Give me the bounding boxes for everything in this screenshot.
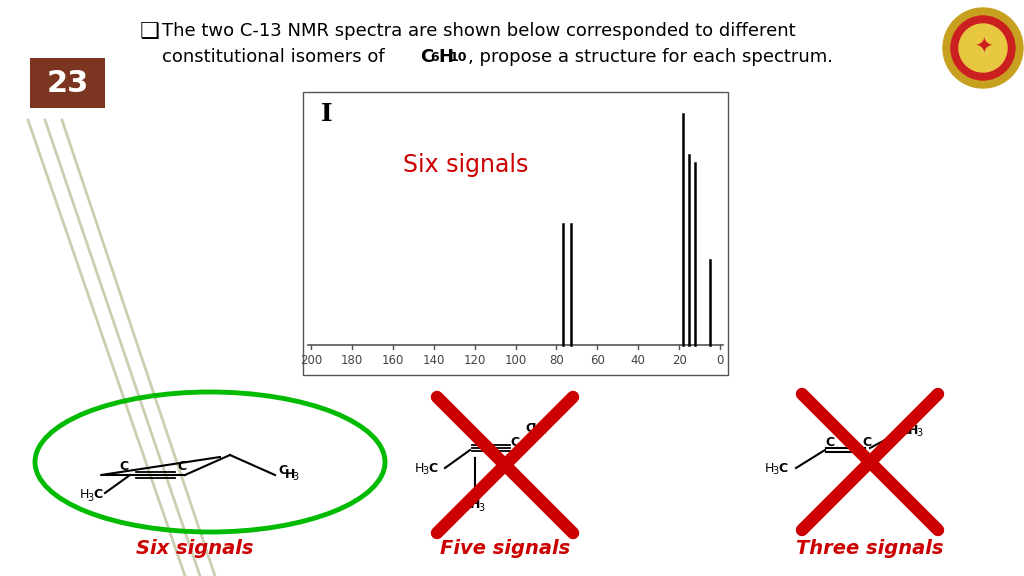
Circle shape: [959, 24, 1007, 72]
Text: Five signals: Five signals: [440, 539, 570, 558]
Text: C: C: [525, 422, 535, 434]
Text: H: H: [765, 461, 774, 475]
Text: , propose a structure for each spectrum.: , propose a structure for each spectrum.: [468, 48, 833, 66]
Text: C: C: [177, 460, 186, 473]
Text: 23: 23: [46, 69, 89, 97]
Text: 120: 120: [464, 354, 485, 367]
Text: C: C: [473, 435, 482, 449]
Text: C: C: [510, 435, 519, 449]
Text: 6: 6: [430, 51, 438, 64]
Text: 3: 3: [916, 428, 923, 438]
Text: 80: 80: [549, 354, 564, 367]
Text: Three signals: Three signals: [797, 539, 944, 558]
Text: 3: 3: [292, 472, 298, 482]
Text: 140: 140: [423, 354, 444, 367]
Text: H: H: [908, 423, 919, 437]
Text: C: C: [119, 460, 128, 473]
Text: C: C: [825, 435, 835, 449]
Text: 10: 10: [450, 51, 468, 64]
Text: 200: 200: [300, 354, 323, 367]
Text: C: C: [420, 48, 433, 66]
Text: Six signals: Six signals: [136, 539, 254, 558]
Text: C: C: [778, 461, 787, 475]
Text: constitutional isomers of: constitutional isomers of: [162, 48, 390, 66]
Text: C: C: [462, 498, 471, 511]
Text: C: C: [900, 423, 909, 437]
Text: 0: 0: [717, 354, 724, 367]
Text: The two C-13 NMR spectra are shown below corresponded to different: The two C-13 NMR spectra are shown below…: [162, 22, 796, 40]
Text: C: C: [278, 464, 287, 478]
Circle shape: [943, 8, 1023, 88]
Text: ❑: ❑: [140, 22, 160, 42]
Text: H: H: [438, 48, 453, 66]
Text: 100: 100: [505, 354, 526, 367]
FancyBboxPatch shape: [303, 92, 728, 375]
Text: 60: 60: [590, 354, 605, 367]
Text: H: H: [80, 488, 89, 502]
Text: 3: 3: [540, 426, 546, 436]
Text: C: C: [862, 435, 871, 449]
Text: 3: 3: [87, 493, 93, 503]
FancyBboxPatch shape: [30, 58, 105, 108]
Text: C: C: [428, 461, 437, 475]
Text: H: H: [470, 498, 480, 511]
Text: I: I: [321, 102, 333, 126]
Text: H: H: [285, 468, 295, 480]
Circle shape: [951, 16, 1015, 80]
Text: 3: 3: [772, 466, 778, 476]
Text: 3: 3: [478, 503, 484, 513]
Text: 3: 3: [422, 466, 428, 476]
Text: 40: 40: [631, 354, 646, 367]
Text: H: H: [415, 461, 424, 475]
Text: 20: 20: [672, 354, 686, 367]
Text: H: H: [532, 422, 543, 434]
Text: 180: 180: [341, 354, 364, 367]
Text: 160: 160: [382, 354, 404, 367]
Text: ✦: ✦: [974, 38, 992, 58]
Text: Six signals: Six signals: [403, 153, 528, 177]
Text: C: C: [93, 488, 102, 502]
